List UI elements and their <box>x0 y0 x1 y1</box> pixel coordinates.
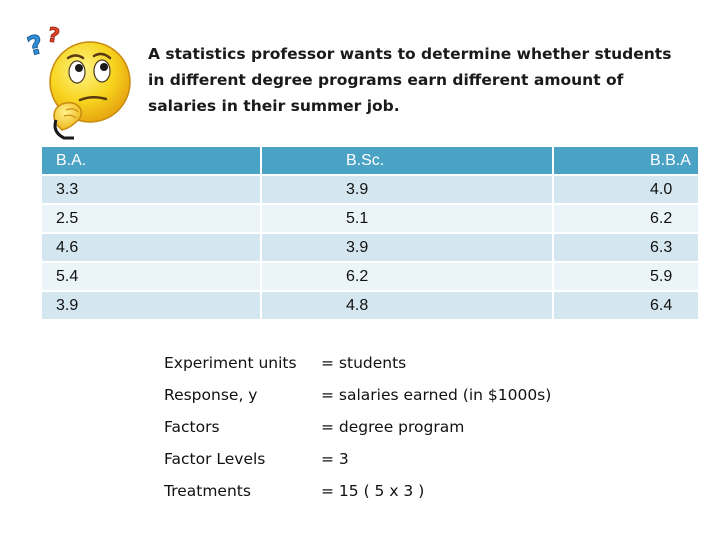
problem-statement: A statistics professor wants to determin… <box>148 41 688 119</box>
definition-value: = salaries earned (in $1000s) <box>321 386 552 404</box>
definition-value: = 3 <box>321 450 349 468</box>
definition-row: Response, y = salaries earned (in $1000s) <box>164 379 551 411</box>
definition-row: Factor Levels = 3 <box>164 443 551 475</box>
salary-table: B.A. B.Sc. B.B.A 3.3 3.9 4.0 2.5 5.1 6.2… <box>42 147 698 319</box>
column-header-bsc: B.Sc. <box>261 147 554 175</box>
table-row: 5.4 6.2 5.9 <box>42 261 698 291</box>
table-row: 4.6 3.9 6.3 <box>42 232 698 262</box>
table-cell: 3.9 <box>42 290 262 319</box>
svg-text:?: ? <box>24 30 46 63</box>
definition-row: Factors = degree program <box>164 411 551 443</box>
table-cell: 3.3 <box>42 174 262 204</box>
question-marks: ? ? <box>24 22 62 63</box>
table-cell: 4.6 <box>42 232 262 262</box>
problem-statement-line-1: A statistics professor wants to determin… <box>148 45 672 63</box>
definition-term: Treatments <box>164 482 251 500</box>
definition-row: Experiment units = students <box>164 347 551 379</box>
table-cell: 6.4 <box>553 290 698 319</box>
table-cell: 6.2 <box>553 203 698 233</box>
table-row: 3.9 4.8 6.4 <box>42 290 698 319</box>
problem-statement-line-3: salaries in their summer job. <box>148 97 400 115</box>
table-cell: 5.4 <box>42 261 262 291</box>
table-cell: 3.9 <box>261 232 554 262</box>
thinking-face-icon: ? ? <box>24 22 131 140</box>
column-header-bba: B.B.A <box>553 147 698 175</box>
svg-text:?: ? <box>46 22 62 48</box>
table-cell: 6.3 <box>553 232 698 262</box>
definition-row: Treatments = 15 ( 5 x 3 ) <box>164 475 551 507</box>
definition-term: Factor Levels <box>164 450 266 468</box>
column-header-ba: B.A. <box>42 147 262 175</box>
definition-value: = degree program <box>321 418 465 436</box>
table-cell: 5.9 <box>553 261 698 291</box>
problem-statement-line-2: in different degree programs earn differ… <box>148 71 624 89</box>
definition-term: Response, y <box>164 386 258 404</box>
table-cell: 4.0 <box>553 174 698 204</box>
table-header-row: B.A. B.Sc. B.B.A <box>42 147 698 175</box>
table-cell: 4.8 <box>261 290 554 319</box>
definition-value: = students <box>321 354 407 372</box>
table-row: 3.3 3.9 4.0 <box>42 174 698 204</box>
table-cell: 3.9 <box>261 174 554 204</box>
table-row: 2.5 5.1 6.2 <box>42 203 698 233</box>
definition-value: = 15 ( 5 x 3 ) <box>321 482 425 500</box>
definition-term: Factors <box>164 418 220 436</box>
table-cell: 6.2 <box>261 261 554 291</box>
table-cell: 2.5 <box>42 203 262 233</box>
table-cell: 5.1 <box>261 203 554 233</box>
definition-term: Experiment units <box>164 354 297 372</box>
definitions-list: Experiment units = students Response, y = … <box>164 347 551 507</box>
